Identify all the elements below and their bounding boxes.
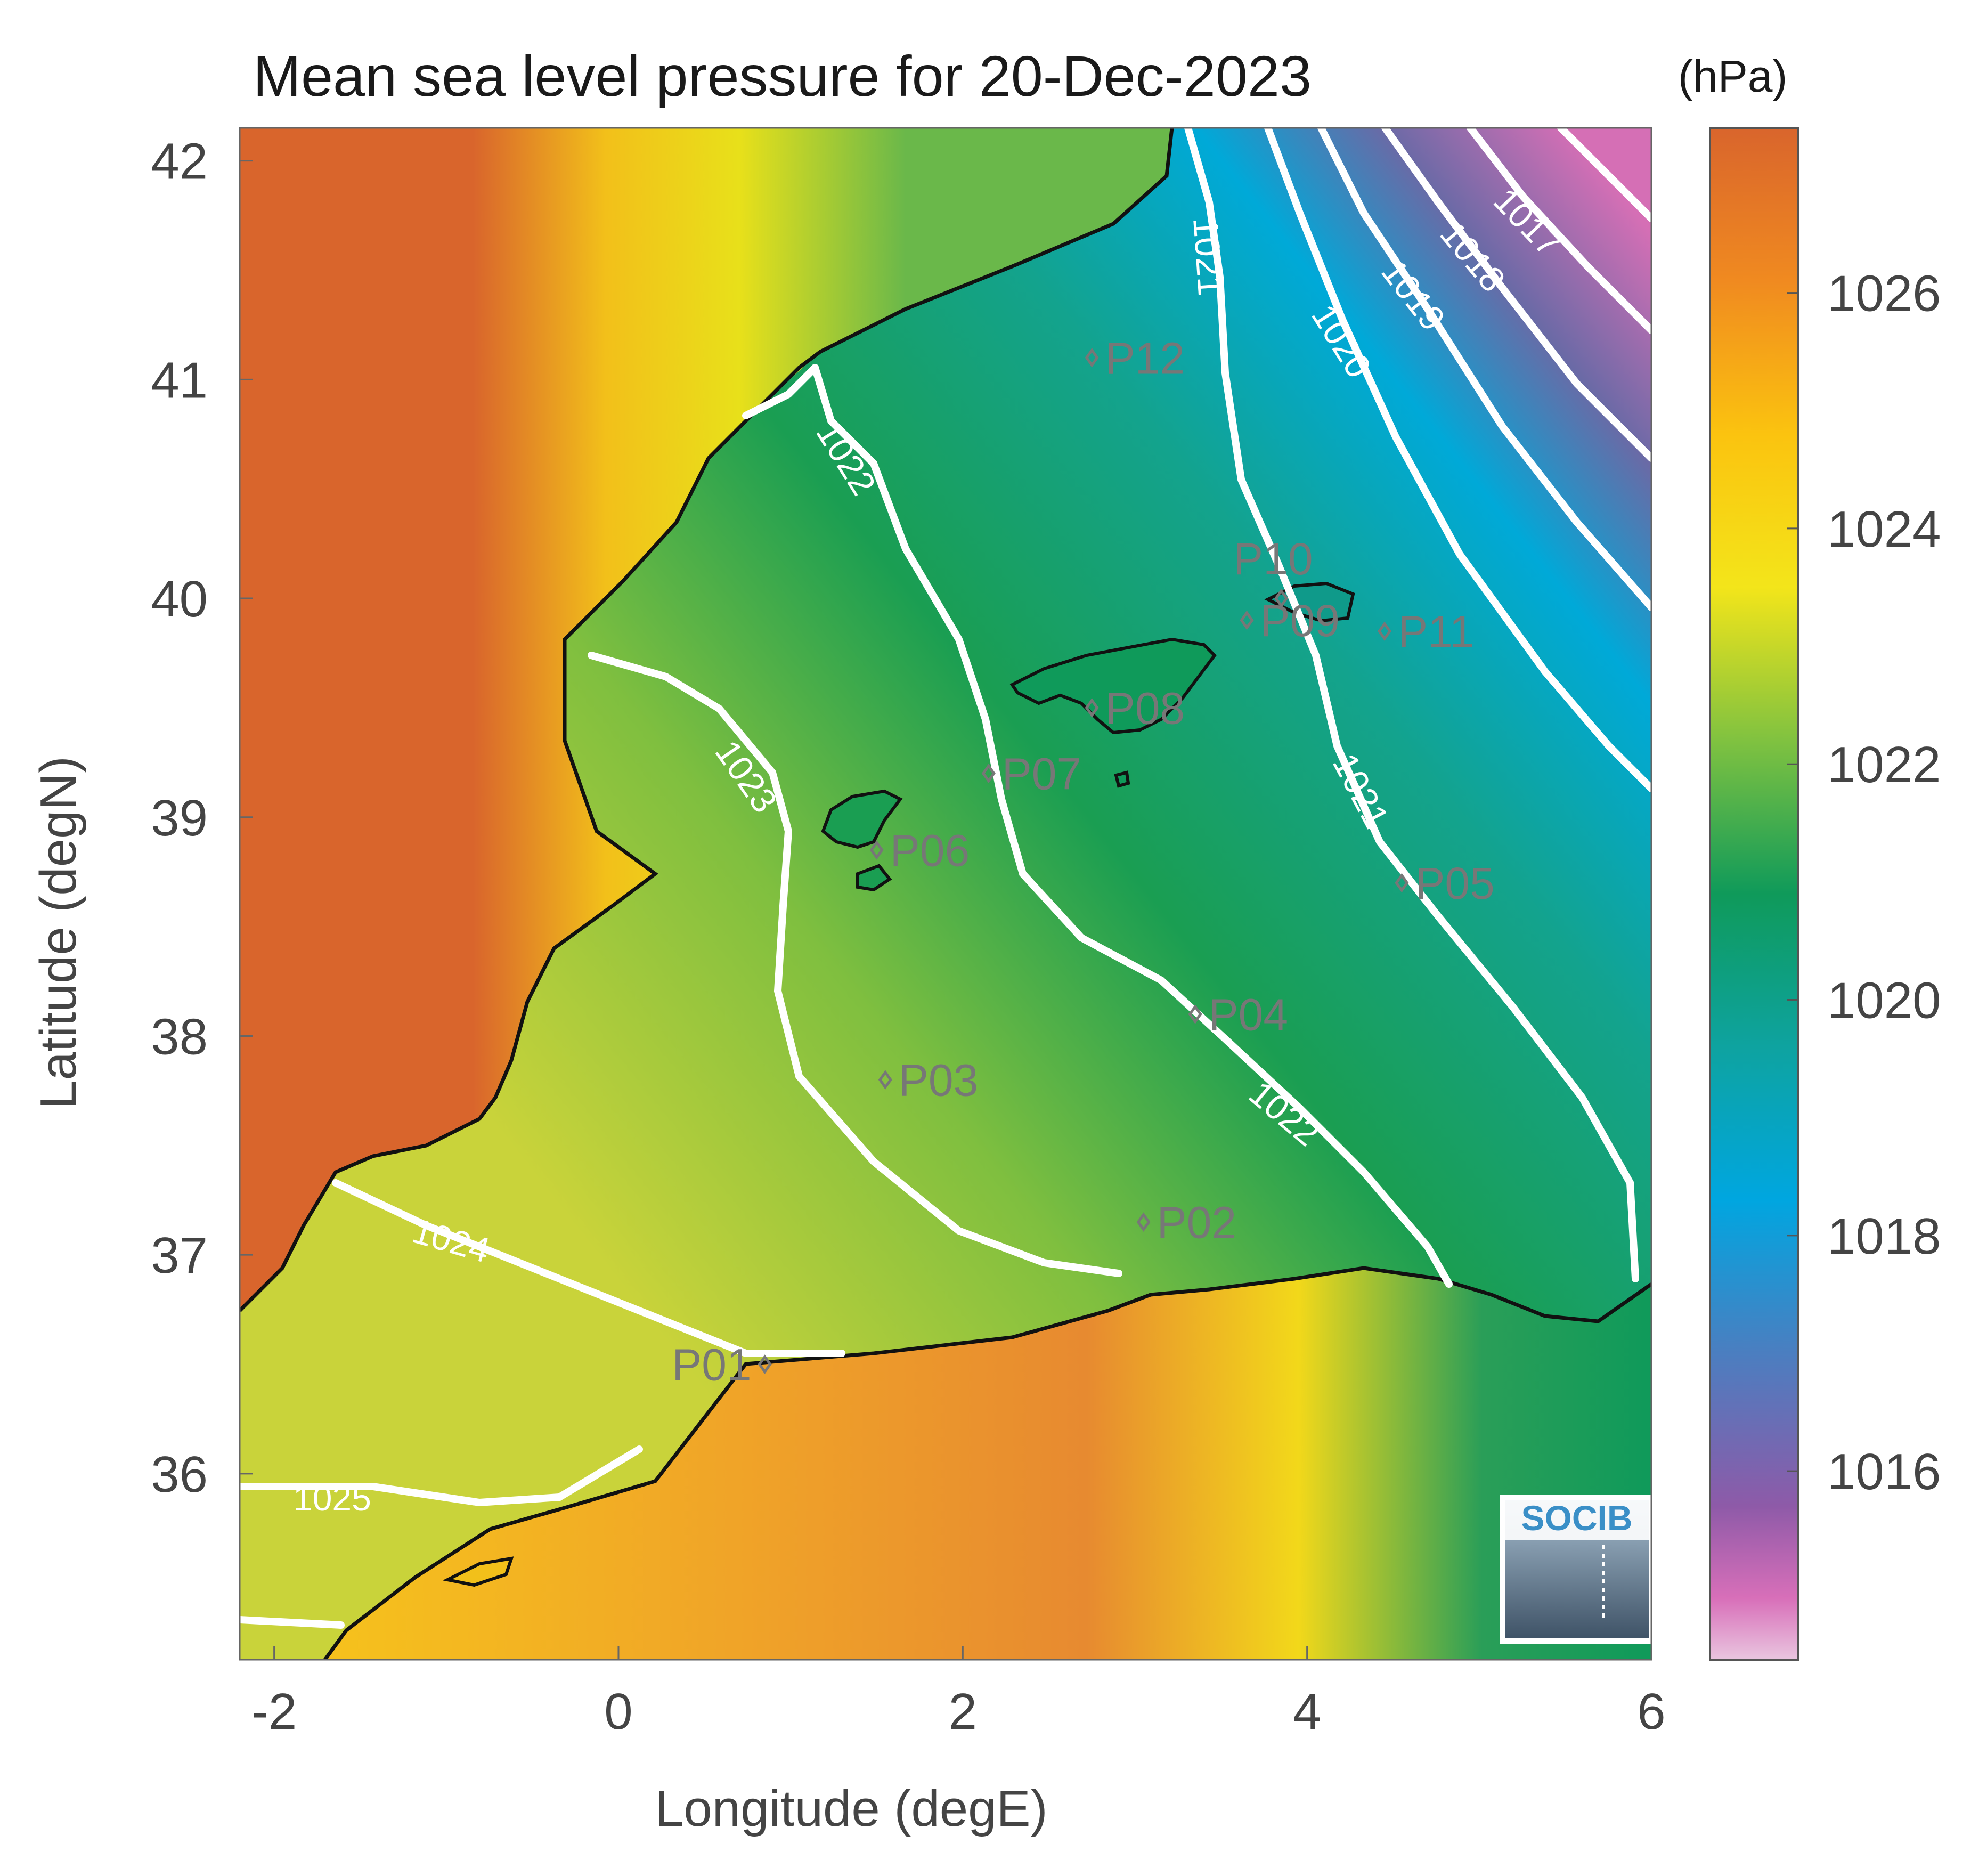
station-label: P10 (1233, 534, 1313, 584)
station-marker (1378, 621, 1392, 641)
station-label: P03 (899, 1055, 978, 1106)
station-label: P08 (1105, 683, 1185, 733)
isobar-1021 (1184, 128, 1639, 1282)
contour-label-1021-a: 1021 (1186, 216, 1231, 297)
isobar-1016 (1557, 128, 1651, 222)
colorbar-tick-label: 1016 (1827, 1443, 1941, 1500)
station-label: P09 (1260, 596, 1340, 646)
colorbar-ticks: 1026 1024 1022 1020 1018 1016 (1787, 265, 1941, 1500)
station-marker (758, 1354, 772, 1374)
isobar-1020 (1264, 128, 1651, 792)
mallorca (1009, 637, 1217, 735)
africa-coastline (323, 1266, 1651, 1660)
station-label: P01 (672, 1340, 751, 1390)
x-tick-label: 2 (949, 1683, 977, 1740)
map-area: 1025 1024 1023 1022 1022 1021 1021 1020 … (240, 128, 1651, 1660)
isobar-1022-b (742, 364, 819, 419)
station-marker (1240, 610, 1254, 630)
colorbar-tick-label: 1024 (1827, 501, 1941, 558)
iberia-coastline (240, 128, 1174, 1312)
station-marker (1085, 698, 1099, 718)
x-axis-ticks: -2 0 2 4 6 (251, 1646, 1666, 1740)
y-tick-label: 39 (151, 790, 208, 847)
colorbar-tick-label: 1018 (1827, 1208, 1941, 1265)
x-tick-label: 4 (1293, 1683, 1321, 1740)
africa-land (325, 1268, 1651, 1660)
station-label: P12 (1105, 333, 1185, 383)
y-tick-label: 37 (151, 1227, 208, 1284)
station-label: P05 (1415, 858, 1494, 908)
ibiza (821, 789, 903, 849)
alboran-island (442, 1556, 514, 1587)
colorbar-tick-label: 1020 (1827, 972, 1941, 1029)
y-axis-ticks: 42 41 40 39 38 37 36 (151, 133, 253, 1503)
station-label: P04 (1209, 989, 1288, 1039)
station-marker (1395, 873, 1409, 893)
isobar-1024 (332, 1179, 845, 1357)
socib-logo-text: SOCIB (1521, 1498, 1632, 1538)
station-label: P06 (890, 825, 970, 875)
map-title: Mean sea level pressure for 20-Dec-2023 (253, 44, 1312, 108)
socib-logo: SOCIB (1500, 1495, 1651, 1644)
isobar-1025 (240, 1445, 643, 1507)
station-label: P11 (1398, 607, 1474, 657)
y-tick-label: 38 (151, 1008, 208, 1065)
isobar-1025-b (240, 1616, 345, 1629)
x-tick-label: 6 (1637, 1683, 1665, 1740)
colorbar (1709, 127, 1799, 1661)
station-marker (1085, 347, 1099, 368)
contour-label-1025: 1025 (293, 1479, 371, 1518)
colorbar-unit-label: (hPa) (1678, 51, 1788, 101)
isobar-1022 (811, 364, 1453, 1288)
y-tick-label: 41 (151, 352, 208, 409)
map-frame (239, 127, 1652, 1661)
cabrera (1114, 770, 1130, 788)
station-marker (1136, 1212, 1151, 1232)
station-label: P07 (1002, 749, 1081, 799)
colorbar-tick-label: 1022 (1827, 736, 1941, 793)
station-marker (1188, 1004, 1202, 1024)
y-tick-label: 42 (151, 133, 208, 190)
x-tick-label: 0 (604, 1683, 632, 1740)
formentera (856, 864, 892, 892)
colorbar-tick-label: 1026 (1827, 265, 1941, 322)
station-marker (1274, 588, 1289, 608)
y-tick-label: 40 (151, 571, 208, 628)
station-label: P02 (1157, 1198, 1236, 1248)
station-marker (878, 1070, 892, 1090)
stations-layer: P01 P02 P03 P04 P05 P06 P07 P08 P09 P10 P11 P12 (672, 333, 1495, 1390)
iberia-land (240, 128, 1172, 1311)
x-axis-label: Longitude (degE) (655, 1780, 1048, 1837)
x-tick-label: -2 (251, 1683, 297, 1740)
y-tick-label: 36 (151, 1446, 208, 1503)
isobars (240, 128, 1651, 1629)
isobar-1019 (1317, 128, 1651, 611)
isobar-1023 (588, 652, 1122, 1277)
station-marker (981, 764, 996, 783)
station-marker (869, 840, 884, 860)
isobar-1018 (1381, 128, 1651, 462)
isobar-1017 (1467, 128, 1651, 334)
